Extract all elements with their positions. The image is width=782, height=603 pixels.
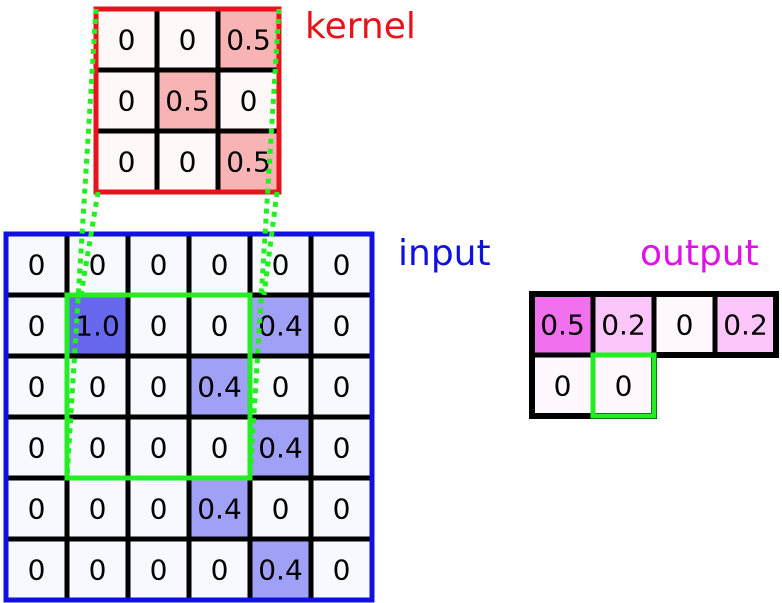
input-cell-value: 0 (89, 432, 107, 465)
input-grid: 0 0 0 0 0 00 1.0 0 0 0.4 00 0 0 0.4 0 00 0 0 0 0.4 00 0 0 0.4 0 0… (3, 231, 375, 603)
input-cell-value: 0 (333, 249, 351, 282)
kernel-cell-value: 0 (118, 146, 136, 179)
highlight-overlay (64, 8, 657, 481)
output-cell-value: 0 (676, 309, 694, 342)
input-cell-value: 0 (28, 249, 46, 282)
input-cell-value: 0 (272, 493, 290, 526)
kernel-grid: 0 0 0.5 0 0.5 0 0 0 0.5 (93, 6, 282, 195)
input-cell-value: 0.4 (197, 493, 242, 526)
input-cell-value: 0.4 (258, 554, 303, 587)
input-cell (125, 231, 192, 298)
input-cell-value: 0 (150, 432, 168, 465)
projection-line (64, 8, 99, 479)
input-cell-value: 0 (272, 249, 290, 282)
kernel-cell-value: 0 (179, 146, 197, 179)
input-cell-value: 0.4 (197, 371, 242, 404)
input-cell-value: 0 (89, 493, 107, 526)
input-cell-value: 0 (333, 371, 351, 404)
output-cell-value: 0 (615, 370, 633, 403)
input-cell-value: 0 (333, 310, 351, 343)
kernel-cell-value: 0.5 (165, 85, 210, 118)
input-cell (308, 475, 375, 542)
input-cell-value: 0 (333, 554, 351, 587)
input-cell (247, 536, 314, 603)
output-cell-value: 0 (554, 370, 572, 403)
input-cell (125, 414, 192, 481)
kernel-label: kernel (305, 6, 416, 47)
output-cell (590, 291, 657, 358)
input-cell-value: 0 (272, 371, 290, 404)
input-cell-value: 0 (89, 554, 107, 587)
output-cell-value: 0.2 (723, 309, 768, 342)
input-cell-value: 0 (150, 249, 168, 282)
input-cell-value: 0 (333, 493, 351, 526)
input-label: input (398, 233, 491, 274)
input-window-highlight (64, 292, 253, 481)
kernel-border (93, 6, 282, 195)
input-cell-value: 1.0 (75, 310, 120, 343)
input-border (3, 231, 375, 603)
input-cell-value: 0 (89, 371, 107, 404)
output-label: output (640, 233, 759, 274)
kernel-cell-value: 0 (118, 24, 136, 57)
input-cell-value: 0.4 (258, 310, 303, 343)
output-cell-value: 0.5 (540, 309, 585, 342)
input-cell-value: 0 (28, 493, 46, 526)
kernel-cell-value: 0.5 (226, 146, 271, 179)
input-cell-value: 0 (211, 249, 229, 282)
input-cell-value: 0 (28, 371, 46, 404)
input-cell-value: 0 (150, 493, 168, 526)
projection-line (247, 8, 282, 479)
input-cell-value: 0 (150, 554, 168, 587)
input-cell-value: 0 (28, 432, 46, 465)
kernel-cell-value: 0.5 (226, 24, 271, 57)
kernel-cell (154, 128, 221, 195)
kernel-cell-value: 0 (240, 85, 258, 118)
input-cell-value: 0 (89, 249, 107, 282)
input-cell-value: 0 (28, 554, 46, 587)
input-cell-value: 0 (150, 310, 168, 343)
input-cell-value: 0 (211, 310, 229, 343)
projection-line (261, 191, 280, 296)
input-cell (64, 231, 131, 298)
kernel-cell-value: 0 (179, 24, 197, 57)
input-cell-value: 0 (28, 310, 46, 343)
input-cell-value: 0 (333, 432, 351, 465)
output-grid: 0.5 0.2 0 0.2 0 0 (529, 291, 779, 419)
input-cell-value: 0 (211, 554, 229, 587)
kernel-cell-value: 0 (118, 85, 136, 118)
input-cell-value: 0.4 (258, 432, 303, 465)
output-cell-highlight (590, 352, 657, 419)
projection-line (78, 191, 101, 296)
input-cell-value: 0 (150, 371, 168, 404)
input-cell (247, 292, 314, 359)
input-cell-value: 0 (211, 432, 229, 465)
output-cell-value: 0.2 (601, 309, 646, 342)
